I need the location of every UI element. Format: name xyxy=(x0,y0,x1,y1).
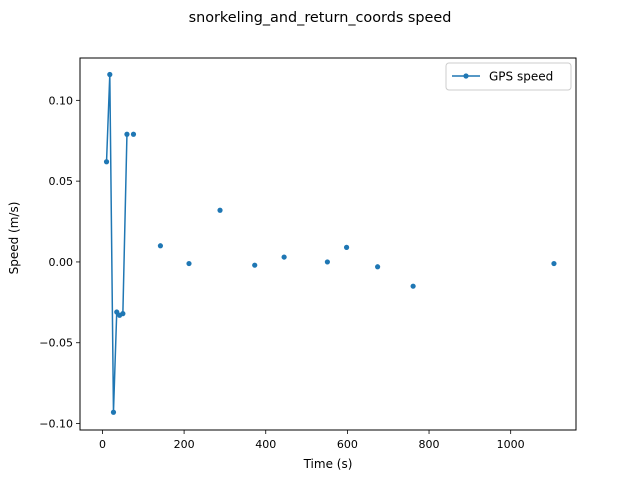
legend-label-gps-speed: GPS speed xyxy=(489,70,553,84)
x-tick-label: 600 xyxy=(337,438,358,451)
data-point xyxy=(217,207,223,213)
data-point xyxy=(281,254,287,260)
data-point xyxy=(103,159,110,165)
data-point xyxy=(410,283,416,289)
legend: GPS speed xyxy=(445,62,572,91)
data-point xyxy=(186,260,192,267)
data-point xyxy=(124,131,130,137)
x-tick-label: 0 xyxy=(99,438,106,451)
x-tick-label: 400 xyxy=(255,438,276,451)
y-tick-label: 0.10 xyxy=(49,94,74,107)
x-tick-label: 200 xyxy=(174,438,195,451)
axes-frame xyxy=(79,57,577,431)
data-point xyxy=(252,262,258,268)
plot-area xyxy=(103,71,557,415)
chart-title: snorkeling_and_return_coords speed xyxy=(189,10,452,26)
y-tick-label: −0.05 xyxy=(39,337,73,350)
data-point xyxy=(120,311,126,317)
y-axis: −0.10 −0.05 0.00 0.05 0.10 xyxy=(39,94,80,431)
y-tick-label: 0.05 xyxy=(49,175,74,188)
y-tick-label: −0.10 xyxy=(39,418,73,431)
y-tick-label: 0.00 xyxy=(49,256,74,269)
y-axis-label: Speed (m/s) xyxy=(7,202,21,275)
data-point xyxy=(551,260,557,267)
data-point xyxy=(343,244,350,250)
x-axis-label: Time (s) xyxy=(303,457,353,471)
data-point xyxy=(324,259,330,265)
x-axis: 0 200 400 600 800 1000 xyxy=(99,430,525,451)
data-point xyxy=(107,71,113,78)
legend-box xyxy=(445,62,572,91)
data-point xyxy=(110,409,117,415)
legend-marker xyxy=(463,73,469,79)
x-tick-label: 800 xyxy=(419,438,440,451)
data-point xyxy=(157,243,164,249)
data-point xyxy=(130,131,137,137)
data-point xyxy=(375,264,381,270)
x-tick-label: 1000 xyxy=(497,438,525,451)
